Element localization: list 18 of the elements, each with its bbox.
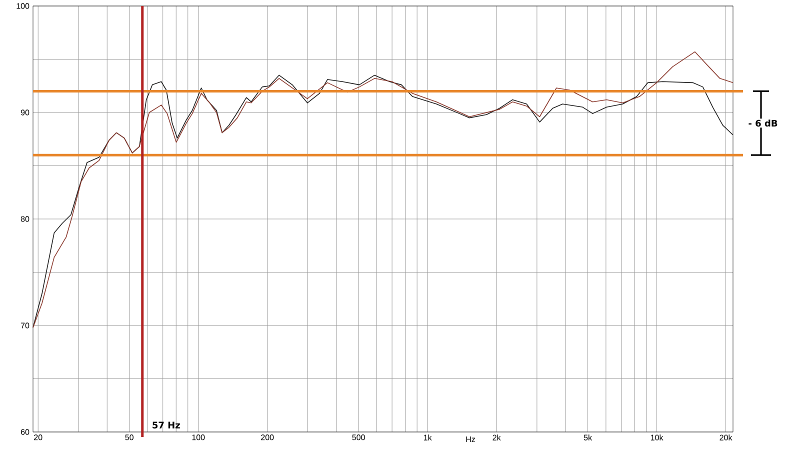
y-tick-label: 90 bbox=[20, 110, 30, 116]
text: - 6 dB bbox=[748, 120, 778, 127]
x-tick-label: 1k bbox=[424, 434, 432, 440]
y-tick-label: 70 bbox=[20, 322, 30, 328]
y-tick-label: 60 bbox=[20, 429, 30, 435]
ref-line-label: 57 Hz bbox=[152, 422, 180, 428]
x-tick-label: 20 bbox=[34, 434, 42, 440]
x-tick-label: 50 bbox=[125, 434, 134, 440]
x-axis-title: Hz bbox=[466, 436, 475, 442]
x-tick-label: 100 bbox=[192, 434, 205, 440]
y-tick-label: 100 bbox=[16, 3, 30, 9]
x-tick-label: 10k bbox=[650, 434, 664, 440]
x-tick-label: 200 bbox=[261, 434, 274, 440]
x-tick-label: 5k bbox=[584, 434, 592, 440]
x-tick-label: 20k bbox=[720, 434, 732, 440]
x-tick-label: 2k bbox=[492, 434, 501, 440]
y-tick-label: 80 bbox=[20, 216, 30, 222]
x-tick-label: 500 bbox=[352, 434, 365, 440]
